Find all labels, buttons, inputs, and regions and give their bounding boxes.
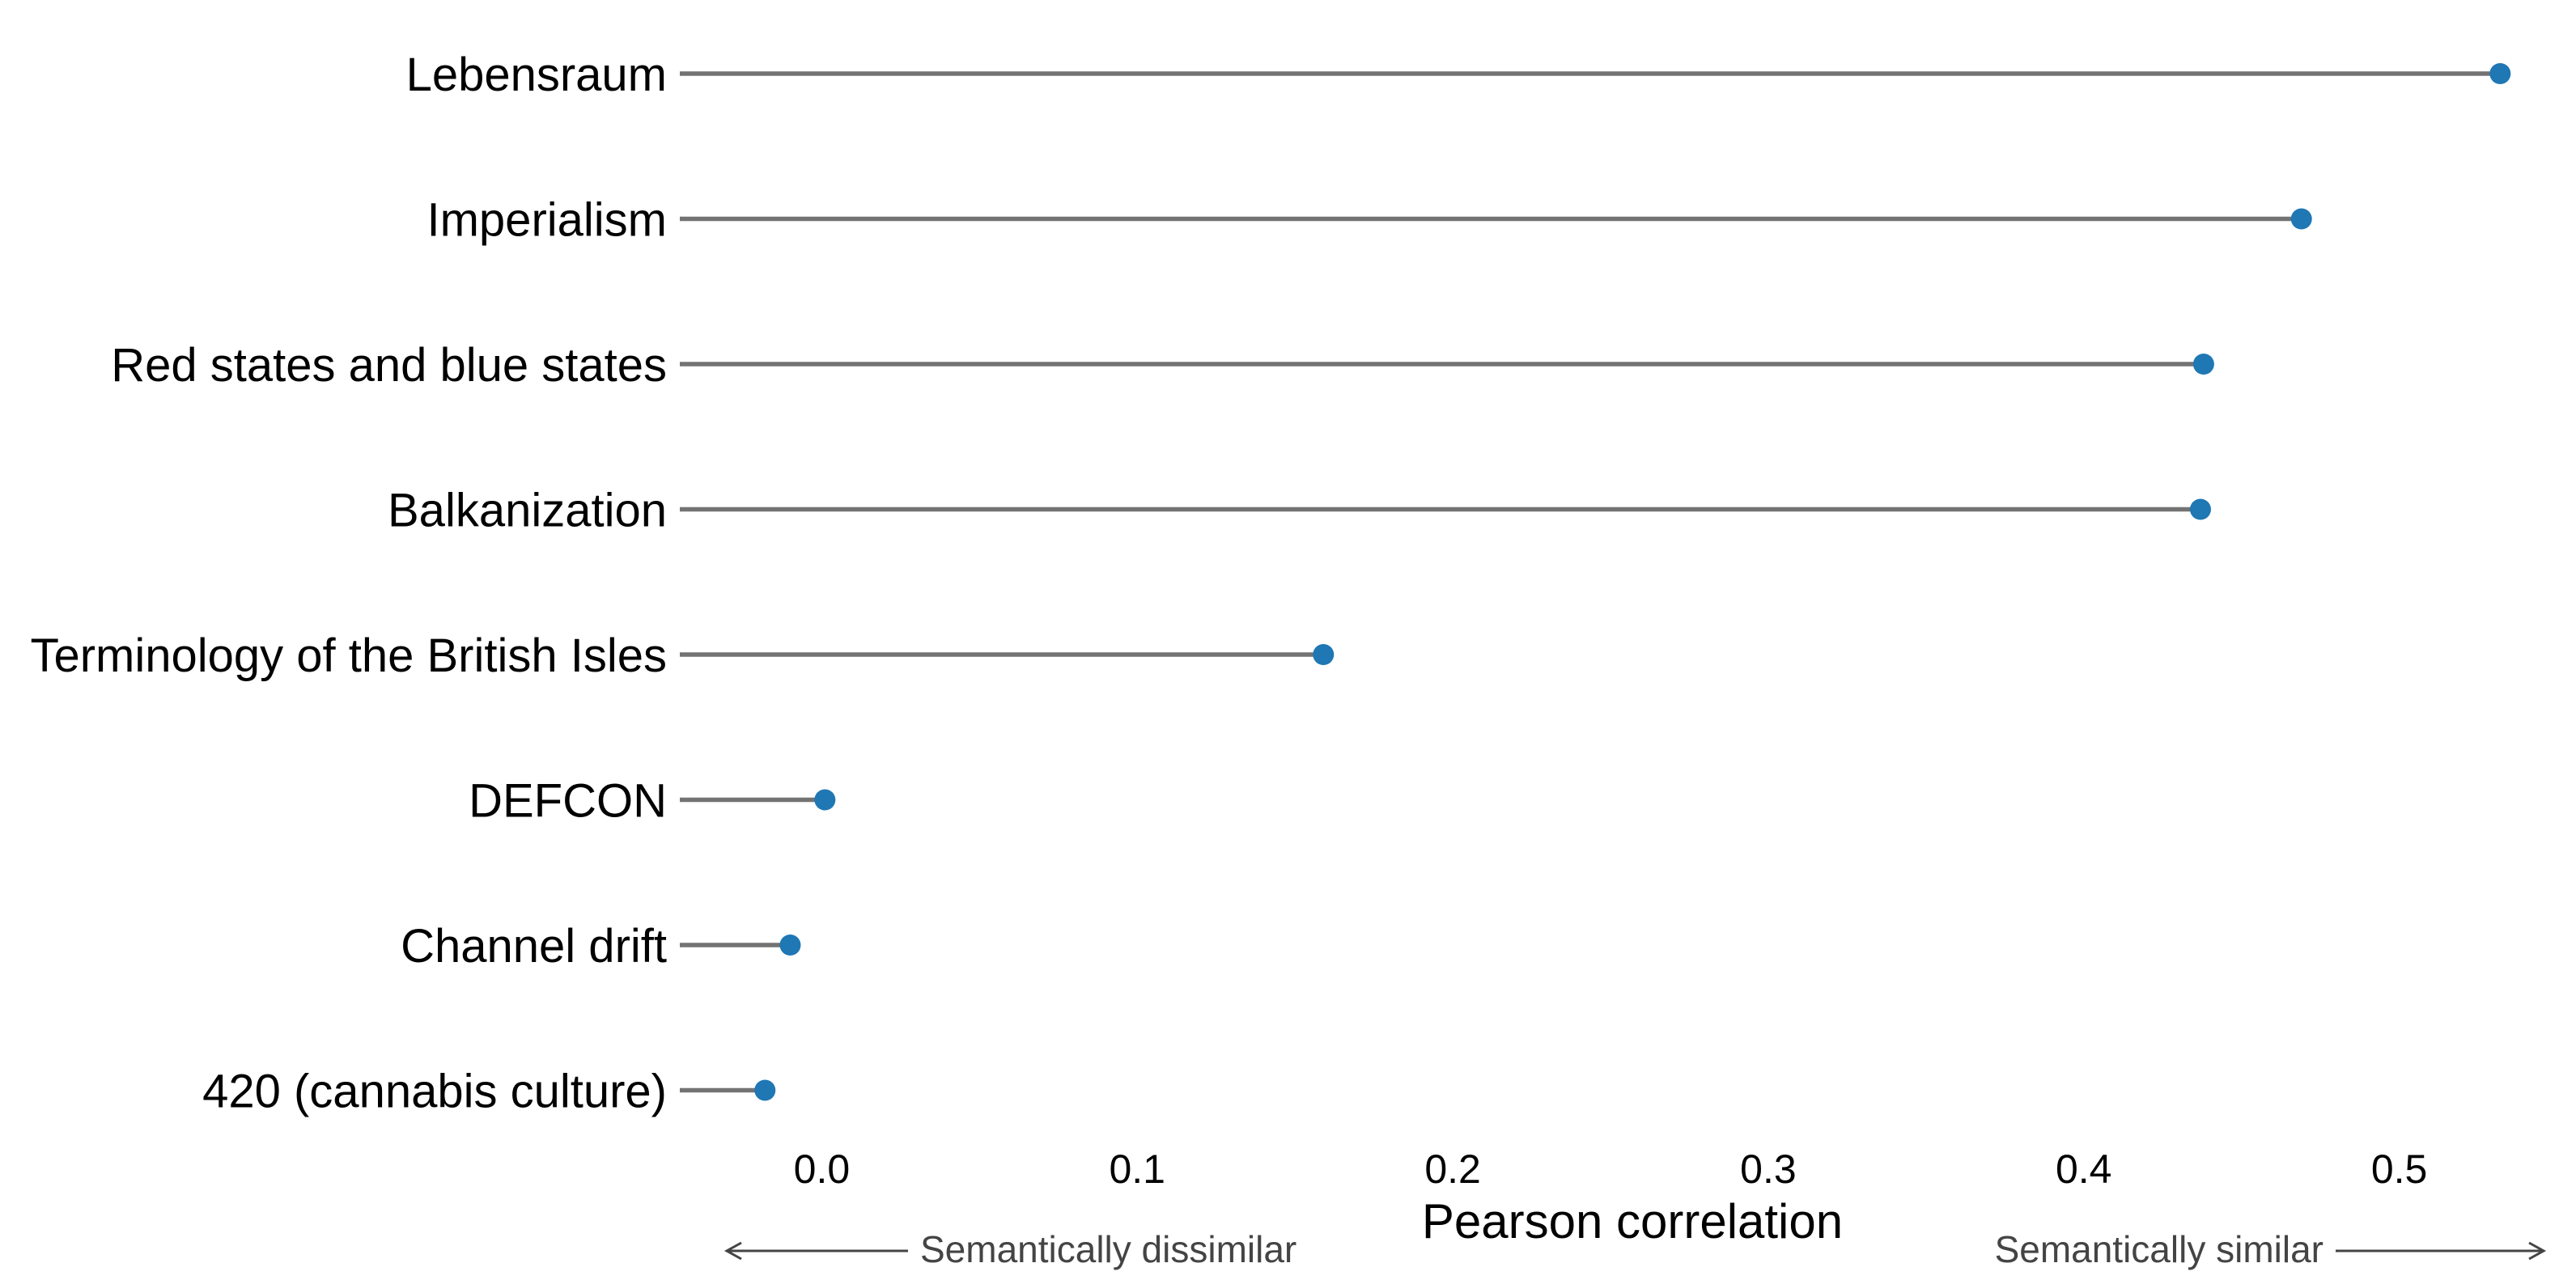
dissimilar-label: Semantically dissimilar (920, 1228, 1296, 1270)
lollipop-point (779, 935, 801, 956)
x-tick-label: 0.2 (1424, 1146, 1481, 1192)
lollipop-point (2489, 63, 2511, 84)
x-tick-label: 0.1 (1109, 1146, 1165, 1192)
x-tick-label: 0.3 (1740, 1146, 1797, 1192)
category-label: Imperialism (427, 194, 668, 247)
x-tick-label: 0.0 (794, 1146, 851, 1192)
x-tick-label: 0.4 (2056, 1146, 2112, 1192)
lollipop-point (2290, 208, 2312, 230)
lollipop-point (2189, 498, 2211, 520)
dissimilar-annotation: Semantically dissimilar (724, 1228, 1296, 1270)
category-label: Balkanization (388, 485, 667, 537)
category-label: Terminology of the British Isles (30, 629, 667, 682)
points-group (754, 63, 2511, 1101)
category-label: DEFCON (469, 775, 667, 828)
x-tick-label: 0.5 (2371, 1146, 2428, 1192)
category-label: Red states and blue states (111, 339, 667, 392)
category-labels-group: Lebensraum Imperialism Red states and blue… (30, 49, 667, 1118)
lollipop-point (2192, 354, 2214, 375)
lollipop-point (1313, 644, 1335, 665)
lollipop-point (814, 789, 836, 811)
category-label: Channel drift (401, 920, 667, 973)
right-arrow-head (2528, 1241, 2547, 1261)
x-tick-labels-group: 0.0 0.1 0.2 0.3 0.4 0.5 (794, 1146, 2428, 1192)
left-arrow-head (724, 1241, 742, 1261)
lollipop-point (754, 1079, 776, 1101)
similar-annotation: Semantically similar (1995, 1228, 2547, 1270)
x-axis-label: Pearson correlation (1422, 1194, 1843, 1248)
category-label: 420 (cannabis culture) (202, 1066, 667, 1118)
similar-label: Semantically similar (1995, 1228, 2323, 1270)
stems-group (680, 71, 2501, 1093)
category-label: Lebensraum (406, 49, 667, 101)
